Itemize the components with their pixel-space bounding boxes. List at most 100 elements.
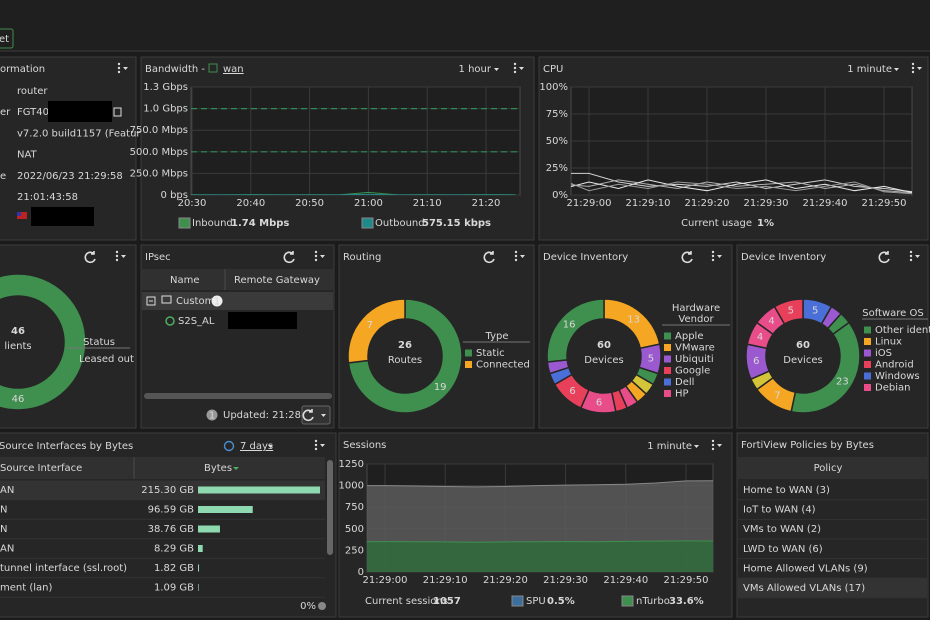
laptop-icon <box>161 295 172 304</box>
widget-title: Sessions <box>343 440 386 451</box>
menu-button[interactable] <box>314 439 325 451</box>
menu-button[interactable] <box>117 62 128 74</box>
legend-label: Android <box>875 360 914 371</box>
range-select[interactable]: 7 days <box>240 441 273 452</box>
row-highlight <box>0 480 325 500</box>
group-name: Custom <box>176 296 214 307</box>
menu-caret <box>320 444 325 447</box>
field-value: v7.2.0 build1157 (Feature) <box>17 128 150 139</box>
bytes-bar <box>198 545 203 552</box>
menu-dot <box>909 258 913 262</box>
footer-percent: 0% <box>300 601 316 612</box>
legend-label: HP <box>675 389 689 400</box>
menu-button[interactable] <box>514 250 525 262</box>
legend-label: Ubiquiti <box>675 354 714 365</box>
dropdown-caret <box>694 445 699 448</box>
interface-name: ment (lan) <box>0 583 52 594</box>
redaction <box>48 101 112 122</box>
center-label: Routes <box>388 355 422 366</box>
legend-label: Google <box>675 366 710 377</box>
field-label: e <box>0 171 6 182</box>
range-select[interactable]: 1 hour <box>459 64 492 75</box>
y-tick-label: 75% <box>546 109 568 120</box>
menu-button[interactable] <box>911 62 922 74</box>
summary-value: 0.5% <box>547 596 575 607</box>
refresh-button[interactable] <box>483 251 495 264</box>
menu-button[interactable] <box>711 250 722 262</box>
menu-dot <box>117 62 121 66</box>
x-tick-label: 21:29:00 <box>567 198 612 209</box>
refresh-button[interactable] <box>302 409 314 422</box>
center-value: 60 <box>796 340 810 351</box>
status-icon <box>165 316 175 326</box>
x-tick-label: 21:29:10 <box>423 575 468 586</box>
menu-caret <box>917 67 922 70</box>
policy-name: LWD to WAN (6) <box>743 544 823 555</box>
refresh-button[interactable] <box>681 251 693 264</box>
policy-name: Home Allowed VLANs (9) <box>743 563 868 574</box>
menu-dot <box>711 258 715 262</box>
refresh-button[interactable] <box>84 251 96 264</box>
legend-value: 1.74 Mbps <box>231 218 289 229</box>
menu-dot <box>911 62 915 66</box>
menu-caret <box>121 255 126 258</box>
refresh-button[interactable] <box>878 251 890 264</box>
menu-dot <box>909 254 913 258</box>
legend-label: Apple <box>675 331 703 342</box>
slice-label: 19 <box>434 382 447 393</box>
x-tick-label: 20:40 <box>236 198 265 209</box>
bytes-label: 1.82 GB <box>154 563 194 574</box>
legend-swatch <box>664 355 671 363</box>
reset-button-label: et <box>0 34 9 45</box>
field-label: er <box>0 107 11 118</box>
menu-button[interactable] <box>115 250 126 262</box>
range-select[interactable]: 1 minute <box>647 441 692 452</box>
refresh-button[interactable] <box>283 251 295 264</box>
legend-swatch <box>664 367 671 374</box>
menu-dot <box>514 258 518 262</box>
redaction <box>228 312 297 329</box>
interface-name[interactable]: wan <box>223 64 244 75</box>
legend-swatch <box>864 349 871 357</box>
widget-title: Routing <box>343 252 381 263</box>
legend-swatch <box>465 349 472 357</box>
legend-label: Connected <box>476 360 530 371</box>
refresh-select[interactable] <box>301 405 331 425</box>
interface-name: AN <box>0 544 14 555</box>
column-header: Source Interface <box>0 463 82 474</box>
legend-swatch <box>864 338 871 345</box>
summary-label: nTurbo <box>636 596 670 607</box>
slice-label: 46 <box>12 394 25 405</box>
tunnel-name: S2S_AL <box>178 316 215 327</box>
legend-label: Debian <box>875 383 910 394</box>
legend-title: Vendor <box>678 314 714 325</box>
legend-swatch <box>511 595 524 607</box>
bytes-label: 215.30 GB <box>141 485 194 496</box>
x-tick-label: 21:10 <box>413 198 442 209</box>
menu-dot <box>911 66 915 70</box>
series-group <box>367 480 713 572</box>
clock-icon <box>223 440 235 452</box>
range-select[interactable]: 1 minute <box>847 64 892 75</box>
collapse-icon[interactable] <box>146 296 156 306</box>
menu-button[interactable] <box>711 439 722 451</box>
field-value: 21:01:43:58 <box>17 192 78 203</box>
x-tick-label: 21:29:30 <box>543 575 588 586</box>
menu-button[interactable] <box>314 250 325 262</box>
y-tick-label: 0% <box>552 190 568 201</box>
donut-slice <box>347 298 463 414</box>
menu-button[interactable] <box>513 62 524 74</box>
dropdown-caret <box>894 68 899 71</box>
line <box>571 181 912 195</box>
area <box>367 540 713 572</box>
x-tick-label: 21:29:00 <box>363 575 408 586</box>
menu-dot <box>711 439 715 443</box>
reset-button[interactable] <box>0 28 14 49</box>
bytes-label: 8.29 GB <box>154 544 194 555</box>
menu-button[interactable] <box>909 250 920 262</box>
center-value: 46 <box>11 326 25 337</box>
legend-swatch <box>178 217 191 229</box>
legend-swatch <box>664 390 671 397</box>
legend-swatch <box>864 384 871 391</box>
bytes-label: 38.76 GB <box>148 524 195 535</box>
